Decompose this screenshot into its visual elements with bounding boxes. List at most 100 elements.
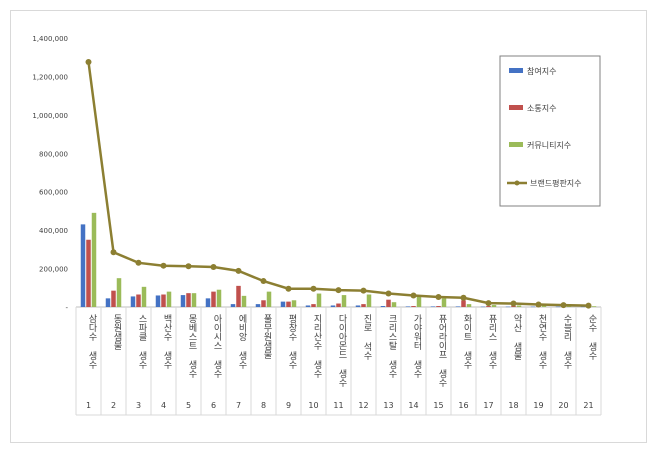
bar xyxy=(430,306,436,307)
category-label: 퓨어라이프 생수 xyxy=(437,314,447,388)
bar xyxy=(205,298,211,307)
category-label: 지리산수 생수 xyxy=(312,314,322,379)
rank-label: 12 xyxy=(358,401,368,410)
legend-label: 소통지수 xyxy=(527,104,556,113)
category-label: 순수 생수 xyxy=(587,314,597,361)
brand-reputation-chart: - 200,000 400,000 600,000 800,000 1,000,000 1,… xyxy=(32,35,602,416)
bar xyxy=(191,293,197,307)
bar xyxy=(355,305,361,307)
bar xyxy=(255,304,261,307)
rank-label: 11 xyxy=(333,401,343,410)
line-point xyxy=(85,59,92,66)
bar xyxy=(466,304,472,307)
y-tick-label: 200,000 xyxy=(39,266,68,274)
bar xyxy=(580,306,586,308)
category-label: 백산수 생수 xyxy=(162,314,172,370)
line-point xyxy=(260,278,267,285)
category-label: 크리스탈 생수 xyxy=(387,314,397,379)
rank-label: 3 xyxy=(136,401,141,410)
bar xyxy=(380,306,386,307)
rank-label: 14 xyxy=(408,401,418,410)
bar xyxy=(555,306,561,308)
bar xyxy=(291,300,297,307)
rank-label: 6 xyxy=(211,401,216,410)
y-tick-label: 800,000 xyxy=(39,150,68,158)
bar xyxy=(155,295,161,307)
chart-frame: - 200,000 400,000 600,000 800,000 1,000,000 1,… xyxy=(10,10,647,443)
bar xyxy=(86,239,91,307)
bar xyxy=(286,301,291,307)
legend-swatch xyxy=(509,105,523,110)
rank-label: 13 xyxy=(383,401,393,410)
category-label: 아이시스 생수 xyxy=(212,314,222,379)
bar xyxy=(530,306,536,308)
category-label: 천연수 생수 xyxy=(537,314,547,370)
category-label: 가야워터 생수 xyxy=(412,314,422,379)
legend-label: 커뮤니티지수 xyxy=(527,140,571,150)
bar xyxy=(366,294,372,307)
bar xyxy=(455,306,461,307)
bar xyxy=(566,306,572,307)
category-label: 약산 샘물 xyxy=(512,313,522,360)
line-point xyxy=(335,287,342,294)
y-tick-label: 400,000 xyxy=(39,227,68,235)
line-point xyxy=(360,287,367,294)
bar xyxy=(211,291,216,307)
bar xyxy=(216,289,222,307)
legend-label: 참여지수 xyxy=(527,66,556,76)
bar xyxy=(130,296,136,307)
bar xyxy=(166,291,172,307)
line-point xyxy=(185,263,192,270)
bar xyxy=(516,305,522,307)
bar xyxy=(436,306,441,307)
bar xyxy=(266,291,272,307)
rank-label: 16 xyxy=(458,401,468,410)
line-point xyxy=(485,300,492,307)
category-label: 에비앙 생수 xyxy=(237,314,247,370)
category-label: 풀무원샘물 xyxy=(262,314,272,359)
bar xyxy=(591,306,597,307)
bar xyxy=(80,224,86,307)
line-point xyxy=(385,290,392,297)
bar xyxy=(361,304,366,307)
bar xyxy=(405,306,411,307)
category-label: 동원샘물 xyxy=(112,314,122,350)
category-label: 다이아몬드 생수 xyxy=(337,314,347,388)
bar xyxy=(241,295,247,307)
category-label: 삼다수 생수 xyxy=(87,314,97,370)
line-point xyxy=(285,285,292,292)
bar xyxy=(386,299,391,307)
bar xyxy=(505,306,511,308)
bar xyxy=(461,300,466,307)
line-point xyxy=(135,259,142,266)
bar xyxy=(161,294,166,307)
bar xyxy=(141,286,147,307)
line-point xyxy=(585,302,592,309)
bar xyxy=(491,305,497,307)
bar xyxy=(261,300,266,307)
rank-label: 10 xyxy=(308,401,318,410)
y-tick-label: 600,000 xyxy=(39,189,68,197)
bar xyxy=(391,302,397,307)
category-label: 평창수 생수 xyxy=(287,314,297,370)
legend-marker xyxy=(514,180,520,186)
rank-label: 4 xyxy=(161,401,166,410)
line-point xyxy=(535,301,542,308)
rank-label: 7 xyxy=(236,401,241,410)
bar xyxy=(186,293,191,307)
bar xyxy=(230,304,236,307)
bar xyxy=(116,278,122,307)
line-point xyxy=(310,285,317,292)
bar xyxy=(305,305,311,307)
bar xyxy=(330,305,336,307)
y-tick-label: 1,200,000 xyxy=(32,73,68,81)
bar xyxy=(91,212,97,307)
rank-label: 9 xyxy=(286,401,291,410)
line-point xyxy=(110,249,117,256)
y-tick-label: - xyxy=(65,304,68,312)
line-point xyxy=(560,302,567,309)
line-point xyxy=(410,292,417,299)
bar xyxy=(280,301,286,307)
rank-label: 2 xyxy=(111,401,116,410)
